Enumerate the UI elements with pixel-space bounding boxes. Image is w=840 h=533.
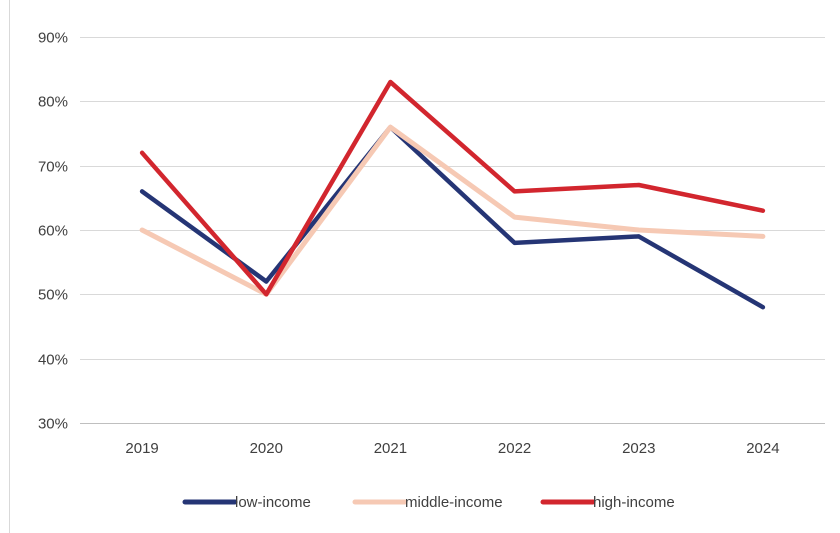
y-tick-label: 40% [38, 352, 68, 369]
x-tick-label: 2020 [250, 440, 283, 457]
x-tick-label: 2022 [498, 440, 531, 457]
y-axis-ticks: 30% 40% 50% 60% 70% 80% 90% [38, 30, 68, 433]
series-line-middle-income [139, 124, 766, 297]
y-tick-label: 50% [38, 287, 68, 304]
y-tick-label: 70% [38, 159, 68, 176]
series-line-high-income [139, 79, 766, 297]
y-tick-label: 60% [38, 223, 68, 240]
series-lines [139, 79, 766, 310]
x-tick-label: 2019 [125, 440, 158, 457]
y-tick-label: 80% [38, 94, 68, 111]
x-tick-label: 2021 [374, 440, 407, 457]
y-tick-label: 90% [38, 30, 68, 47]
x-axis-ticks: 2019 2020 2021 2022 2023 2024 [125, 440, 779, 457]
gridlines [80, 37, 825, 424]
legend-label-high-income: high-income [593, 494, 675, 511]
series-line-low-income [139, 124, 766, 310]
legend-label-middle-income: middle-income [405, 494, 503, 511]
legend: low-income middle-income high-income [182, 494, 675, 511]
legend-label-low-income: low-income [235, 494, 311, 511]
x-tick-label: 2023 [622, 440, 655, 457]
y-tick-label: 30% [38, 416, 68, 433]
x-tick-label: 2024 [746, 440, 779, 457]
